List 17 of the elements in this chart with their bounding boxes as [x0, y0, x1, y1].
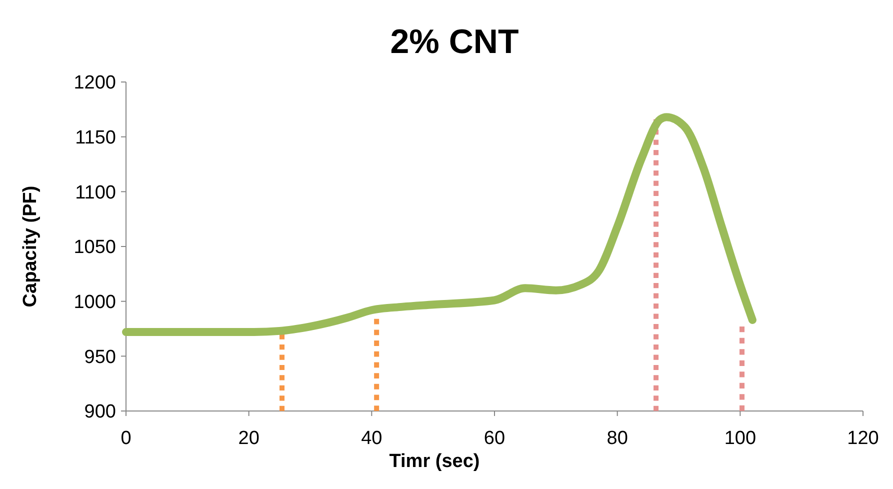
y-tick-label: 1100 [75, 182, 116, 204]
x-tick-label: 100 [724, 428, 756, 449]
y-tick-label: 950 [84, 346, 116, 368]
y-axis-title: Capacity (PF) [20, 186, 41, 308]
x-tick-label: 20 [238, 428, 260, 449]
y-tick-label: 1000 [74, 292, 116, 313]
x-tick-label: 40 [361, 428, 382, 449]
y-tick-label: 900 [84, 402, 116, 423]
y-tick-label: 1050 [74, 237, 116, 258]
x-tick-label: 60 [484, 428, 506, 449]
y-tick-label: 1200 [74, 72, 116, 94]
chart-title: 2% CNT [390, 23, 519, 61]
x-tick-label: 80 [606, 428, 628, 449]
x-axis-title: Timr (sec) [389, 451, 480, 472]
y-tick-label: 1150 [75, 127, 116, 148]
x-tick-label: 0 [120, 428, 132, 449]
x-tick-label: 120 [847, 428, 879, 449]
